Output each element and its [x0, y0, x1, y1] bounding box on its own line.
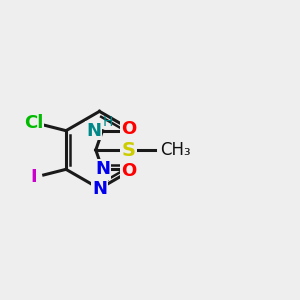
Text: S: S — [122, 140, 136, 160]
Text: N: N — [95, 160, 110, 178]
Text: N: N — [92, 180, 107, 198]
Text: H: H — [103, 116, 113, 129]
Text: I: I — [31, 168, 37, 186]
Text: O: O — [121, 120, 136, 138]
Text: Cl: Cl — [24, 114, 43, 132]
Text: CH₃: CH₃ — [160, 141, 190, 159]
Text: N: N — [86, 122, 101, 140]
Text: O: O — [121, 162, 136, 180]
